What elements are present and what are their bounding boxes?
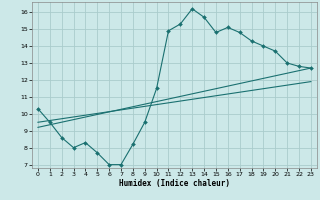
X-axis label: Humidex (Indice chaleur): Humidex (Indice chaleur) (119, 179, 230, 188)
